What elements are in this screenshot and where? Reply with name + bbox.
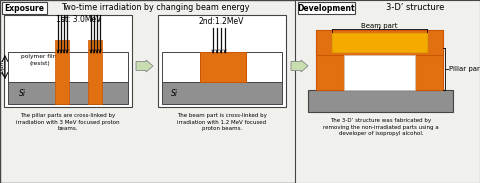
Bar xyxy=(200,52,246,82)
Bar xyxy=(298,2,355,14)
Text: Si: Si xyxy=(19,89,25,98)
Bar xyxy=(344,55,415,90)
Bar xyxy=(162,52,200,82)
Text: The beam part is cross-linked by
irradiation with 1.2 MeV focused
proton beams.: The beam part is cross-linked by irradia… xyxy=(177,113,267,131)
Bar xyxy=(295,0,480,183)
Bar xyxy=(55,40,69,104)
Bar xyxy=(415,48,443,90)
FancyArrow shape xyxy=(136,60,153,72)
Bar xyxy=(88,40,102,104)
Text: Two-time irradiation by changing beam energy: Two-time irradiation by changing beam en… xyxy=(61,3,249,12)
Text: 3-D’ structure: 3-D’ structure xyxy=(386,3,444,12)
Text: 1st: 3.0MeV: 1st: 3.0MeV xyxy=(56,14,102,23)
Bar xyxy=(308,90,453,112)
Bar xyxy=(246,52,282,82)
Text: Si: Si xyxy=(170,89,178,98)
Text: The pillar parts are cross-linked by
irradiation with 3 MeV focused proton
beams: The pillar parts are cross-linked by irr… xyxy=(16,113,120,131)
Bar xyxy=(2,2,47,14)
Text: Development: Development xyxy=(298,4,355,13)
Text: Pillar part: Pillar part xyxy=(449,66,480,72)
Text: Beam part: Beam part xyxy=(361,23,397,29)
Bar xyxy=(8,82,128,104)
Text: Exposure: Exposure xyxy=(4,4,45,13)
Bar xyxy=(162,82,282,104)
Bar xyxy=(8,52,128,82)
Text: polymer film
(resist): polymer film (resist) xyxy=(21,54,59,66)
Text: 50μm: 50μm xyxy=(0,59,4,75)
Bar xyxy=(316,48,344,90)
Bar xyxy=(158,15,286,107)
Bar xyxy=(316,30,443,55)
FancyArrow shape xyxy=(291,60,308,72)
Text: The 3-D’ structure was fabricated by
removing the non-irradiated parts using a
d: The 3-D’ structure was fabricated by rem… xyxy=(323,118,439,136)
Text: 2nd:1.2MeV: 2nd:1.2MeV xyxy=(198,18,244,27)
Bar xyxy=(4,15,132,107)
Bar xyxy=(332,33,427,52)
